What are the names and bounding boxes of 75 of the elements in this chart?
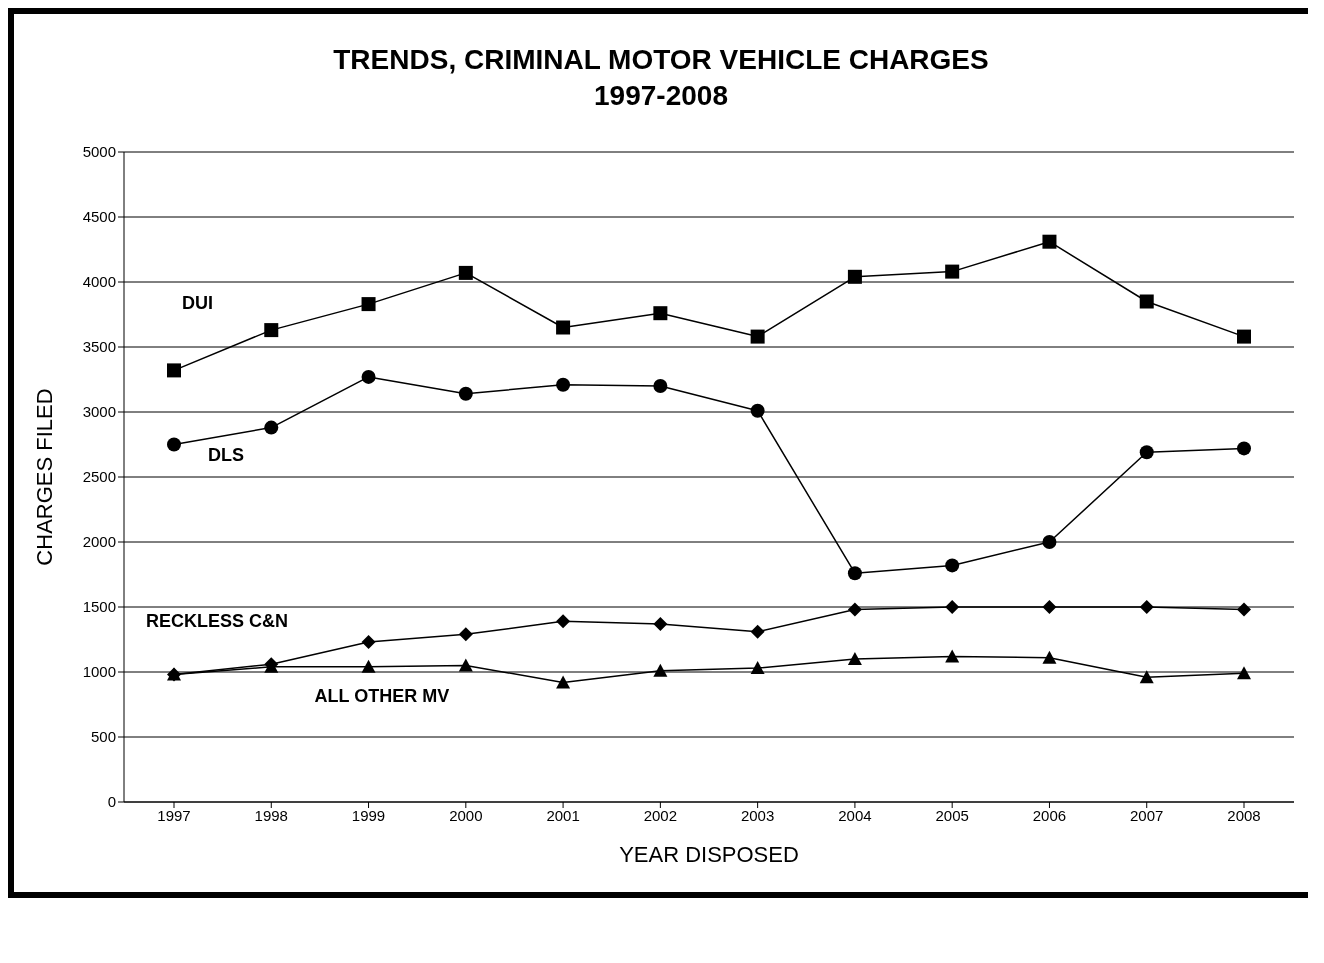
point <box>653 379 668 393</box>
y-tick-label: 500 <box>90 728 116 746</box>
y-tick-label: 1000 <box>82 663 116 681</box>
x-axis-title: YEAR DISPOSED <box>619 842 799 867</box>
point <box>847 269 862 284</box>
point <box>458 658 473 672</box>
point <box>167 363 181 378</box>
point <box>556 614 571 629</box>
point <box>264 323 279 338</box>
point <box>361 659 376 673</box>
x-tick-label: 2002 <box>643 806 678 824</box>
point <box>1042 600 1057 614</box>
x-tick-label: 2000 <box>449 806 483 824</box>
point <box>847 652 862 665</box>
chart-subtitle: 1997-2008 <box>593 80 729 112</box>
series-label: DLS <box>208 445 244 466</box>
point <box>167 437 181 452</box>
x-tick-label: 2008 <box>1227 806 1261 824</box>
text: DUI <box>182 293 213 314</box>
x-tick-label: 2003 <box>740 806 775 824</box>
y-tick-label: 5000 <box>82 143 116 161</box>
x-tick-label: 1999 <box>351 806 386 824</box>
y-tick-label: 1500 <box>82 598 116 616</box>
series-label: ALL OTHER MV <box>314 685 450 706</box>
point <box>1237 329 1251 344</box>
point <box>1237 441 1251 456</box>
y-tick-label: 2500 <box>82 468 116 486</box>
point <box>556 320 571 335</box>
x-tick-label: 1998 <box>254 806 288 824</box>
y-tick-label: 0 <box>107 793 116 811</box>
point <box>847 566 862 581</box>
point <box>458 386 473 401</box>
x-tick-label: 2004 <box>838 806 872 824</box>
point <box>945 264 960 279</box>
point <box>750 329 765 344</box>
point <box>750 624 765 639</box>
point <box>264 420 279 435</box>
y-tick-label: 2000 <box>82 533 116 551</box>
point <box>653 616 668 631</box>
point <box>847 602 862 617</box>
x-tick-label: 2001 <box>546 806 580 824</box>
point <box>653 306 668 321</box>
chart-title: TRENDS, CRIMINAL MOTOR VEHICLE CHARGES <box>332 44 990 76</box>
point <box>750 661 765 675</box>
y-tick-label: 3000 <box>82 403 116 421</box>
point <box>458 627 473 642</box>
y-tick-label: 4500 <box>82 208 116 226</box>
point <box>361 369 376 384</box>
point <box>1237 666 1251 680</box>
point <box>458 265 473 280</box>
point <box>945 558 960 573</box>
series-label: RECKLESS C&N <box>146 611 289 632</box>
point <box>1042 234 1057 249</box>
point <box>750 403 765 418</box>
point <box>945 649 960 663</box>
x-tick-label: 2006 <box>1032 806 1067 824</box>
x-tick-label: 1997 <box>157 806 191 824</box>
point <box>1042 535 1057 549</box>
point <box>653 663 668 677</box>
y-tick-label: 4000 <box>82 273 116 291</box>
y-tick-label: 3500 <box>82 338 116 356</box>
point <box>1237 602 1251 617</box>
point <box>361 297 376 312</box>
point <box>556 377 571 392</box>
point <box>1042 650 1057 664</box>
point <box>1139 294 1154 309</box>
x-tick-label: 2007 <box>1130 806 1164 824</box>
point <box>1139 445 1154 460</box>
x-tick-label: 2005 <box>935 806 969 824</box>
point <box>945 600 960 614</box>
point <box>1139 670 1154 684</box>
point <box>1139 600 1154 614</box>
point <box>361 635 376 650</box>
y-axis-title: CHARGES FILED <box>31 388 57 566</box>
point <box>556 675 571 689</box>
